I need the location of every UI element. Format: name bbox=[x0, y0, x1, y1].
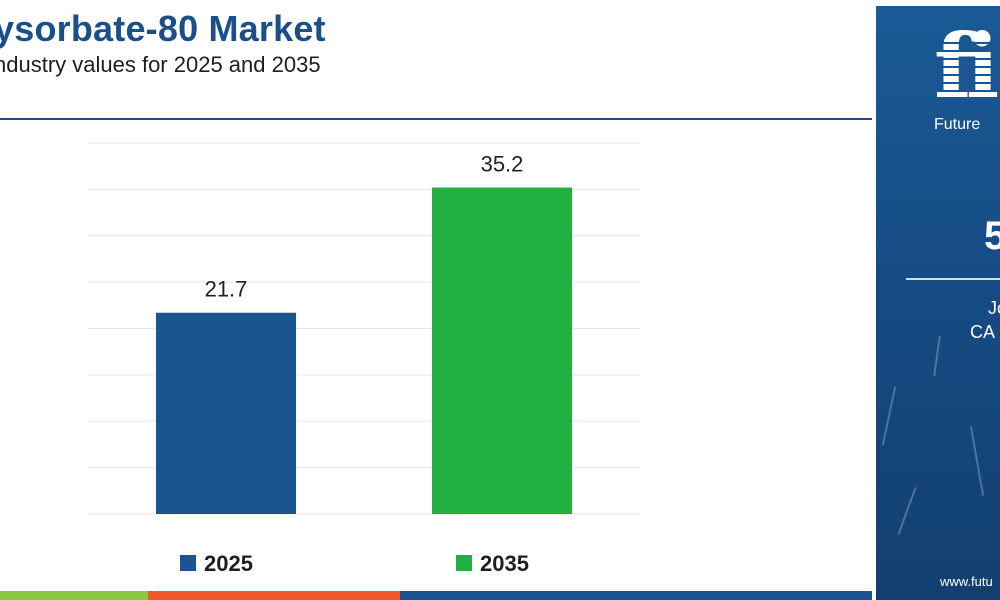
footer-stripe-orange bbox=[148, 591, 400, 600]
legend-label-2035: 2035 bbox=[480, 551, 529, 576]
panel-streak bbox=[933, 336, 941, 376]
cagr-value: 5 bbox=[984, 214, 1000, 258]
bar-chart: 21.7 35.2 2025 2035 bbox=[88, 142, 640, 576]
footer-stripe-green bbox=[0, 591, 148, 600]
footer-stripe-blue bbox=[400, 591, 872, 600]
legend-swatch-2025 bbox=[180, 555, 196, 571]
legend-label-2025: 2025 bbox=[204, 551, 253, 576]
bar-2025 bbox=[156, 312, 296, 514]
panel-streak bbox=[897, 487, 917, 535]
panel-streak bbox=[969, 426, 985, 496]
website-link[interactable]: www.futu bbox=[940, 574, 993, 589]
logo-stripes bbox=[932, 36, 1000, 106]
logo-text: Future bbox=[934, 116, 981, 133]
chart-subtitle: ndustry values for 2025 and 2035 bbox=[0, 52, 321, 77]
bar-2035 bbox=[432, 187, 572, 514]
panel-caption-line2: CA bbox=[970, 322, 996, 342]
panel-streak bbox=[881, 386, 897, 446]
data-label-2035: 35.2 bbox=[481, 152, 524, 177]
legend-swatch-2035 bbox=[456, 555, 472, 571]
data-label-2025: 21.7 bbox=[205, 277, 248, 302]
header-divider bbox=[0, 118, 872, 120]
panel-caption-line1: Jo bbox=[988, 298, 1000, 318]
brand-side-panel: fi Future 5 Jo CA www.futu bbox=[876, 6, 1000, 600]
panel-divider bbox=[906, 278, 1000, 280]
chart-title: ysorbate-80 Market bbox=[0, 8, 326, 49]
